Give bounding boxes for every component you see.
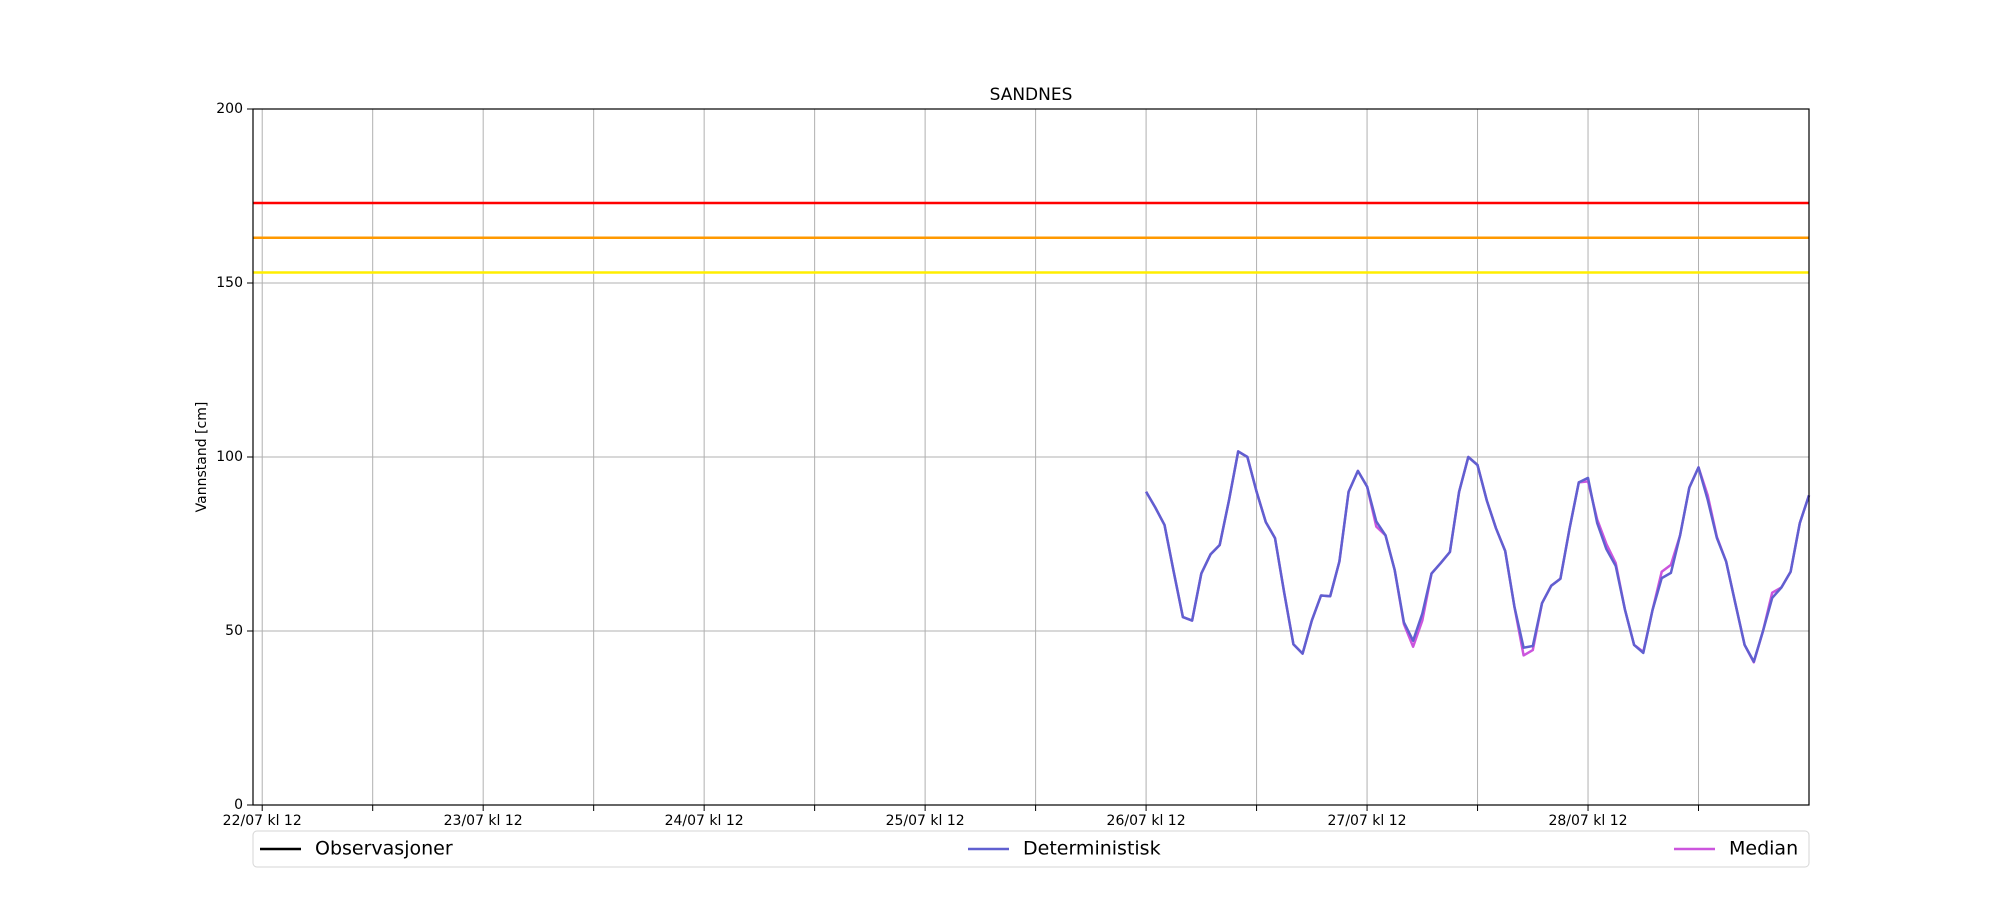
y-axis-label: Vannstand [cm] <box>194 402 210 513</box>
legend-box <box>252 830 1810 868</box>
x-tick-label: 27/07 kl 12 <box>1328 813 1407 829</box>
legend-label: Deterministisk <box>1023 838 1161 860</box>
x-tick-label: 22/07 kl 12 <box>223 813 302 829</box>
y-tick-label: 150 <box>216 275 243 291</box>
x-tick-label: 25/07 kl 12 <box>886 813 965 829</box>
legend-label: Median <box>1729 838 1798 860</box>
x-tick-label: 26/07 kl 12 <box>1107 813 1186 829</box>
y-tick-label: 100 <box>216 449 243 465</box>
legend-label: Observasjoner <box>315 838 453 860</box>
y-tick-label: 0 <box>234 797 243 813</box>
y-tick-label: 50 <box>225 623 243 639</box>
x-tick-label: 24/07 kl 12 <box>665 813 744 829</box>
chart-title: SANDNES <box>990 85 1073 105</box>
plot-frame <box>252 108 1810 806</box>
series-line <box>1145 450 1811 663</box>
x-tick-label: 28/07 kl 12 <box>1548 813 1627 829</box>
y-tick-label: 200 <box>216 101 243 117</box>
x-tick-label: 23/07 kl 12 <box>444 813 523 829</box>
